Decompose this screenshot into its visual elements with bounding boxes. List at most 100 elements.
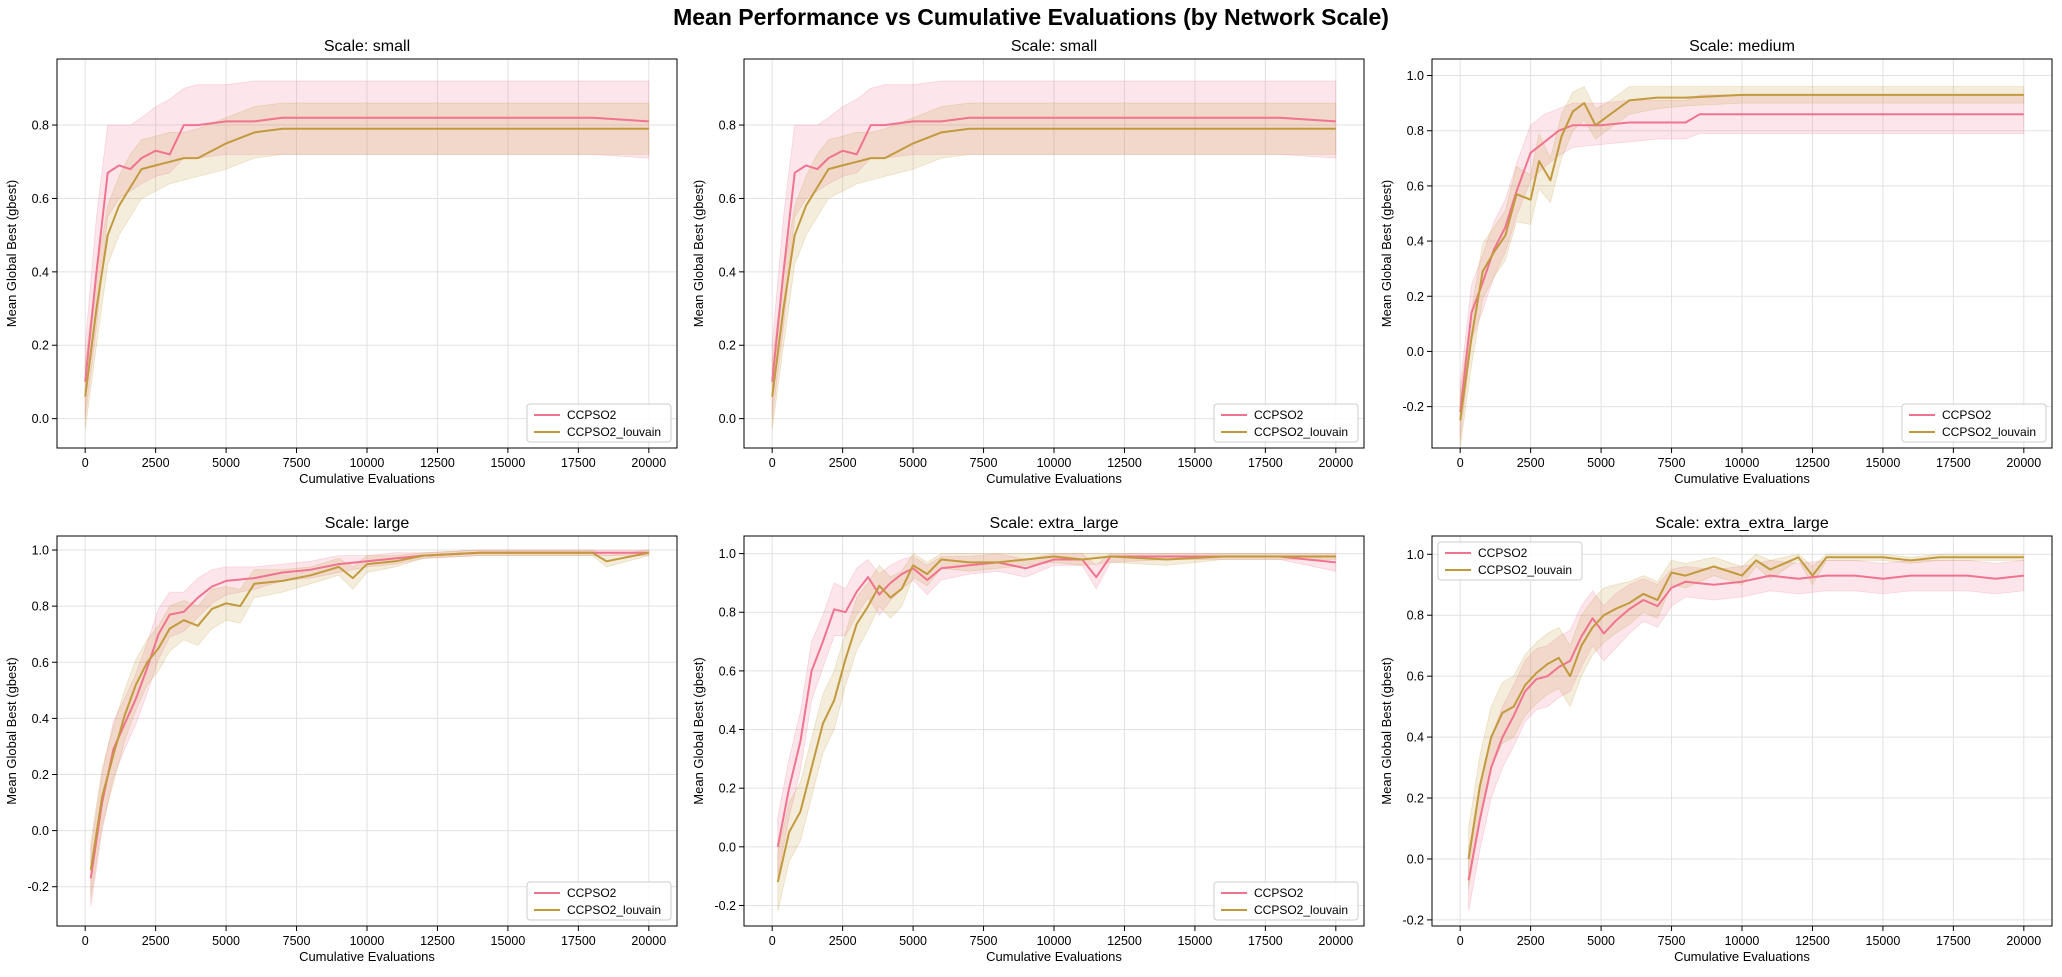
x-tick-label: 5000 bbox=[899, 934, 927, 948]
x-tick-label: 12500 bbox=[420, 456, 455, 470]
x-tick-label: 0 bbox=[769, 934, 776, 948]
y-tick-label: 0.6 bbox=[719, 192, 736, 206]
chart-panel-large: Scale: large 0 2500 5000 7500 10000 12500 15000… bbox=[0, 505, 687, 972]
legend: CCPSO2 CCPSO2_louvain bbox=[1437, 541, 1583, 581]
x-tick-label: 5000 bbox=[212, 456, 240, 470]
legend-label-ccpso2: CCPSO2 bbox=[567, 886, 617, 900]
series-line-ccpso2-louvain bbox=[1459, 93, 2024, 421]
band-ccpso2-louvain bbox=[1468, 553, 2025, 890]
y-tick-label: 0.0 bbox=[32, 412, 49, 426]
band-ccpso2-louvain bbox=[777, 553, 1337, 912]
y-tick-label: 0.6 bbox=[1407, 670, 1424, 684]
y-axis-label: Mean Global Best (gbest) bbox=[691, 180, 706, 327]
x-tick-label: 10000 bbox=[1725, 456, 1760, 470]
y-tick-label: 0.2 bbox=[719, 339, 736, 353]
chart-svg: Scale: extra_extra_large 0 2500 5000 7500 100… bbox=[1379, 515, 2053, 964]
legend-label-ccpso2: CCPSO2 bbox=[1254, 408, 1304, 422]
y-tick-label: 0.2 bbox=[32, 339, 49, 353]
legend-label-ccpso2-louvain: CCPSO2_louvain bbox=[1254, 425, 1348, 439]
chart-title: Scale: medium bbox=[1689, 38, 1795, 55]
series-line-ccpso2 bbox=[1467, 574, 2024, 881]
legend-box bbox=[526, 881, 672, 921]
y-tick-label: 1.0 bbox=[1407, 548, 1424, 562]
y-tick-label: 0.8 bbox=[1407, 124, 1424, 138]
x-tick-label: 15000 bbox=[1178, 934, 1213, 948]
y-tick-label: 0.4 bbox=[1407, 235, 1424, 249]
chart-svg: Scale: medium 0 2500 5000 7500 10000 12500 1500… bbox=[1379, 38, 2053, 486]
legend: CCPSO2 CCPSO2_louvain bbox=[526, 403, 672, 443]
chart-panel-small-2: Scale: small 0 2500 5000 7500 10000 12500 15000… bbox=[687, 36, 1375, 494]
y-axis-label: Mean Global Best (gbest) bbox=[691, 657, 706, 804]
x-tick-label: 10000 bbox=[1037, 934, 1072, 948]
x-axis-label: Cumulative Evaluations bbox=[1674, 949, 1810, 964]
y-tick-label: 1.0 bbox=[32, 544, 49, 558]
y-tick-label: 1.0 bbox=[719, 547, 736, 561]
x-tick-label: 15000 bbox=[1866, 934, 1901, 948]
x-tick-label: 20000 bbox=[1318, 456, 1353, 470]
y-tick-label: 0.8 bbox=[719, 119, 736, 133]
y-tick-label: 0.4 bbox=[32, 265, 49, 279]
legend-label-ccpso2: CCPSO2 bbox=[1478, 546, 1528, 560]
legend-label-ccpso2: CCPSO2 bbox=[1254, 886, 1304, 900]
y-tick-label: 0.2 bbox=[719, 782, 736, 796]
y-tick-label: 0.4 bbox=[719, 723, 736, 737]
y-tick-label: -0.2 bbox=[1402, 913, 1424, 927]
x-tick-label: 15000 bbox=[491, 934, 526, 948]
x-tick-label: 5000 bbox=[212, 934, 240, 948]
x-tick-label: 15000 bbox=[1866, 456, 1901, 470]
y-tick-label: 0.2 bbox=[1407, 792, 1424, 806]
y-tick-label: 0.8 bbox=[719, 606, 736, 620]
x-tick-label: 10000 bbox=[350, 456, 385, 470]
x-tick-label: 7500 bbox=[283, 934, 311, 948]
legend: CCPSO2 CCPSO2_louvain bbox=[1213, 403, 1359, 443]
y-tick-label: 0.6 bbox=[1407, 179, 1424, 193]
chart-svg: Scale: small 0 2500 5000 7500 10000 12500 15000… bbox=[691, 38, 1365, 486]
band-ccpso2-louvain bbox=[90, 549, 650, 898]
x-tick-label: 20000 bbox=[631, 934, 666, 948]
x-tick-label: 15000 bbox=[491, 456, 526, 470]
x-tick-label: 12500 bbox=[1795, 456, 1830, 470]
series-line-ccpso2-louvain bbox=[776, 555, 1336, 883]
y-tick-label: 0.6 bbox=[32, 656, 49, 670]
band-ccpso2 bbox=[84, 80, 650, 419]
y-tick-label: 0.4 bbox=[719, 265, 736, 279]
chart-panel-extra-extra-large: Scale: extra_extra_large 0 2500 5000 7500 100… bbox=[1375, 505, 2062, 972]
legend-label-ccpso2-louvain: CCPSO2_louvain bbox=[1254, 903, 1348, 917]
y-axis-label: Mean Global Best (gbest) bbox=[4, 657, 19, 804]
legend-box bbox=[1437, 541, 1583, 581]
x-axis-label: Cumulative Evaluations bbox=[299, 949, 435, 964]
legend-label-ccpso2-louvain: CCPSO2_louvain bbox=[1942, 425, 2036, 439]
chart-svg: Scale: small 0 2500 5000 7500 10000 12500 15000… bbox=[4, 38, 678, 486]
chart-title: Scale: small bbox=[1011, 38, 1097, 55]
band-ccpso2 bbox=[1468, 559, 2025, 911]
grid bbox=[744, 59, 1364, 448]
x-tick-label: 17500 bbox=[561, 934, 596, 948]
x-tick-label: 17500 bbox=[1248, 456, 1283, 470]
y-tick-label: -0.2 bbox=[1402, 400, 1424, 414]
x-tick-label: 7500 bbox=[970, 934, 998, 948]
series-line-ccpso2-louvain bbox=[771, 127, 1336, 397]
y-tick-label: 0.0 bbox=[719, 412, 736, 426]
x-tick-label: 0 bbox=[82, 934, 89, 948]
chart-title: Scale: extra_large bbox=[990, 515, 1119, 532]
x-tick-label: 5000 bbox=[899, 456, 927, 470]
x-tick-label: 20000 bbox=[631, 456, 666, 470]
x-tick-label: 17500 bbox=[1936, 934, 1971, 948]
grid bbox=[744, 536, 1364, 926]
band-ccpso2 bbox=[90, 549, 650, 907]
legend-box bbox=[1213, 881, 1359, 921]
x-axis-label: Cumulative Evaluations bbox=[299, 471, 435, 486]
x-tick-label: 0 bbox=[82, 456, 89, 470]
x-tick-label: 17500 bbox=[1248, 934, 1283, 948]
chart-title: Scale: large bbox=[325, 515, 410, 532]
grid bbox=[57, 59, 677, 448]
y-tick-label: 0.0 bbox=[1407, 852, 1424, 866]
y-tick-label: 0.0 bbox=[719, 840, 736, 854]
band-ccpso2 bbox=[777, 553, 1337, 877]
series-line-ccpso2-louvain bbox=[1467, 556, 2024, 860]
y-tick-label: 0.6 bbox=[719, 664, 736, 678]
band-ccpso2-louvain bbox=[771, 102, 1337, 430]
chart-panel-small-1: Scale: small 0 2500 5000 7500 10000 12500 15000… bbox=[0, 36, 687, 494]
x-tick-label: 7500 bbox=[283, 456, 311, 470]
y-tick-label: 0.4 bbox=[32, 712, 49, 726]
